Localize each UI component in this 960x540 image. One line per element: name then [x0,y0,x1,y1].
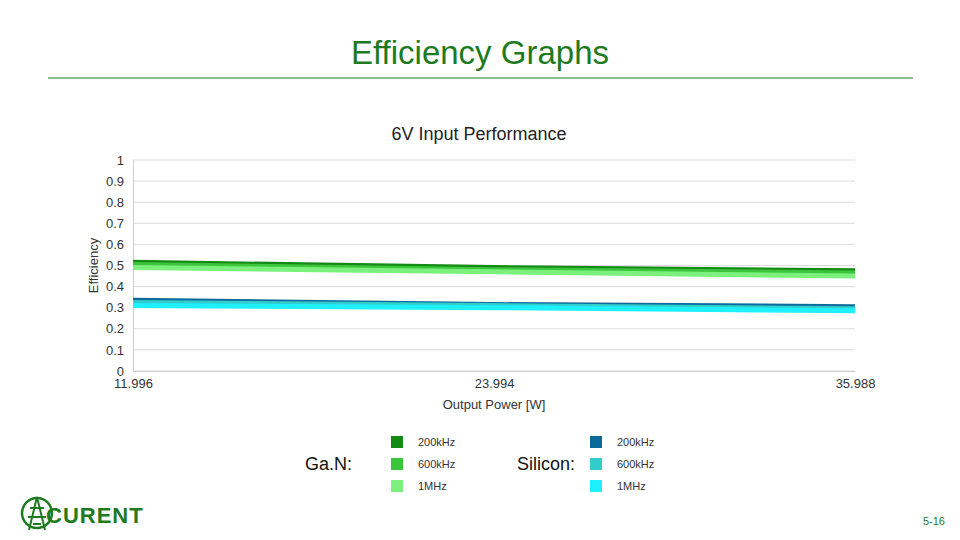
legend-group-label: Silicon: [517,454,575,474]
legend-label: 200kHz [418,436,455,448]
series-line [133,306,855,311]
grid-line [133,181,855,182]
x-axis: 11.996 23.994 35.988 [114,371,875,391]
legend-swatch [590,436,602,448]
x-tick-label: 23.994 [475,376,515,391]
grid [133,160,855,371]
grid-line [133,328,855,329]
legend-swatch [391,458,403,470]
x-tick: 23.994 [475,371,515,391]
y-tick: 0.6 [106,237,133,252]
grid-line [133,223,855,224]
y-tick: 0.9 [106,174,133,189]
y-tick: 0.5 [106,258,133,273]
legend-label: 1MHz [418,480,447,492]
x-tick-label: 35.988 [836,376,876,391]
grid-line [133,202,855,203]
legend: 200kHz 600kHz 1MHz Ga.N: 200kHz 600kHz 1MHz Sil… [305,436,654,492]
chart-title: 6V Input Performance [391,124,566,144]
y-tick: 0.3 [106,300,133,315]
title-rule [48,78,913,79]
y-axis: 00.10.20.30.40.50.60.70.80.91 [106,153,134,379]
legend-swatch [590,458,602,470]
y-tick-label: 1 [117,153,124,168]
grid-line [133,244,855,245]
y-tick: 0.2 [106,321,133,336]
y-tick: 1 [117,153,133,168]
legend-group-label: Ga.N: [305,454,352,474]
page-number: 5-16 [923,515,945,527]
logo-text: CURENT [46,503,144,528]
grid-line [133,349,855,350]
y-tick: 0.4 [106,279,133,294]
y-tick-label: 0.1 [106,343,124,358]
grid-line [133,286,855,287]
y-tick-label: 0.4 [106,279,124,294]
legend-label: 600kHz [418,458,455,470]
plot [133,262,855,311]
y-tick-label: 0.8 [106,195,124,210]
y-tick-label: 0.5 [106,258,124,273]
y-tick: 0.1 [106,343,133,358]
legend-label: 1MHz [617,480,646,492]
y-tick: 0.7 [106,216,133,231]
x-axis-line [134,371,856,372]
series-line [133,268,855,276]
slide: Efficiency Graphs6V Input Performance00.… [0,0,960,540]
legend-swatch [391,480,403,492]
grid-line [133,160,855,161]
legend-swatch [590,480,602,492]
logo-tower [28,497,46,530]
y-tick-label: 0.6 [106,237,124,252]
y-tick-label: 0.9 [106,174,124,189]
y-tick: 0.8 [106,195,133,210]
x-axis-title: Output Power [W] [443,397,546,412]
x-tick: 35.988 [836,371,876,391]
grid-line [133,371,855,372]
x-tick-label: 11.996 [114,376,153,391]
legend-swatch [391,436,403,448]
x-tick: 11.996 [114,371,153,391]
slide-title: Efficiency Graphs [351,34,609,71]
legend-label: 600kHz [617,458,654,470]
logo: CURENT [22,497,144,530]
y-tick-label: 0.2 [106,321,124,336]
y-tick-label: 0.3 [106,300,124,315]
y-tick-label: 0.7 [106,216,124,231]
legend-label: 200kHz [617,436,654,448]
y-axis-title: Efficiency [86,237,101,293]
